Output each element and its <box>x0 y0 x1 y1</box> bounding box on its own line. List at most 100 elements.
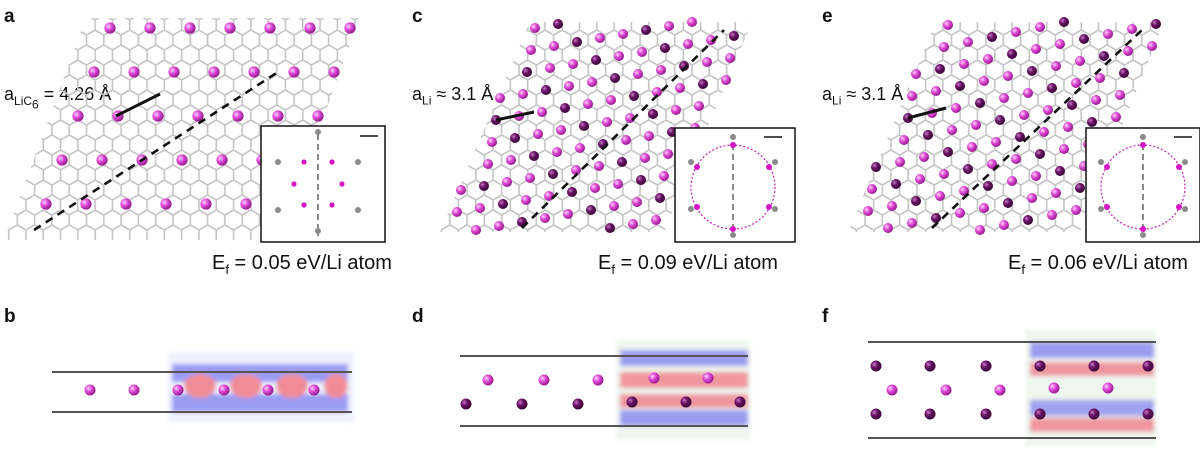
li-atom <box>168 66 180 78</box>
li-atom-side <box>1048 382 1060 394</box>
li-atom <box>659 171 669 181</box>
li-atom <box>637 47 647 57</box>
li-atom-side <box>702 372 714 384</box>
li-atom <box>1111 112 1121 122</box>
li-atom <box>951 103 961 113</box>
li-atom-side <box>924 408 936 420</box>
diffraction-spot <box>772 206 778 212</box>
diffraction-spot <box>275 207 281 213</box>
li-atom <box>923 130 933 140</box>
li-atom <box>176 154 188 166</box>
li-atom <box>540 213 550 223</box>
li-atom-side <box>128 384 140 396</box>
li-atom <box>224 22 236 34</box>
li-atom <box>1095 73 1105 83</box>
li-atoms-side-d <box>460 372 746 410</box>
li-atom <box>1027 66 1037 76</box>
li-atom <box>629 91 639 101</box>
graphene-sheet-c <box>440 22 752 232</box>
li-atom <box>671 105 681 115</box>
li-atom <box>1007 176 1017 186</box>
li-atom <box>498 199 508 209</box>
li-atom <box>502 177 512 187</box>
diffraction-spot <box>1140 226 1146 232</box>
li-atom <box>907 218 917 228</box>
lattice-constant-label-e: aLi ≈ 3.1 Å <box>822 84 904 108</box>
li-atom <box>563 209 573 219</box>
li-atom <box>663 149 673 159</box>
panel-b-side-view <box>52 352 354 422</box>
li-atom <box>560 103 570 113</box>
li-atoms-side-b <box>84 384 320 396</box>
diffraction-spot <box>275 159 281 165</box>
li-atom <box>641 25 651 35</box>
li-atom <box>40 198 52 210</box>
li-atom <box>939 42 949 52</box>
li-atom-side <box>1034 408 1046 420</box>
li-atom <box>96 154 108 166</box>
li-atom-side <box>262 384 274 396</box>
li-atom <box>1087 117 1097 127</box>
li-atom <box>947 125 957 135</box>
li-atom <box>104 22 116 34</box>
li-atom <box>549 41 559 51</box>
li-atom <box>483 159 493 169</box>
diffraction-spot <box>1098 159 1104 165</box>
li-atom <box>471 225 481 235</box>
dashed-cut-line-a <box>33 70 279 232</box>
li-atom-side <box>592 374 604 386</box>
li-atom <box>216 154 228 166</box>
li-atom <box>633 69 643 79</box>
li-atom-side <box>1142 360 1154 372</box>
li-atom <box>1115 90 1125 100</box>
li-atom <box>887 201 897 211</box>
li-atom <box>931 213 941 223</box>
formation-energy-label-a: Ef = 0.05 eV/Li atom <box>212 252 392 277</box>
li-atom <box>200 198 212 210</box>
li-atom <box>664 21 674 31</box>
li-atom <box>1075 56 1085 66</box>
li-atom-side <box>870 360 882 372</box>
diffraction-spot <box>355 159 361 165</box>
li-atom <box>494 221 504 231</box>
li-atom <box>208 66 220 78</box>
li-atom <box>706 35 716 45</box>
li-atom <box>1035 149 1045 159</box>
li-atom <box>871 162 881 172</box>
inset-c <box>674 127 796 243</box>
li-atom <box>959 59 969 69</box>
li-atom <box>628 219 638 229</box>
li-atom <box>891 179 901 189</box>
li-atom-side <box>870 408 882 420</box>
li-atom <box>568 59 578 69</box>
li-atom-side <box>460 398 472 410</box>
li-atom <box>983 181 993 191</box>
diffraction-spot <box>766 164 772 170</box>
li-atom <box>572 37 582 47</box>
diffraction-spot <box>1098 206 1104 212</box>
li-atom <box>479 181 489 191</box>
diffraction-spot <box>766 204 772 210</box>
charge-density-f <box>1026 330 1156 446</box>
li-atom <box>943 147 953 157</box>
li-atom <box>272 110 284 122</box>
li-atom <box>553 19 563 29</box>
li-atom <box>648 109 658 119</box>
diffraction-spot <box>291 181 297 187</box>
dashed-cut-line-e <box>931 29 1143 229</box>
diffraction-spot <box>1104 164 1110 170</box>
li-atom <box>975 98 985 108</box>
panel-letter-b: b <box>4 306 16 327</box>
li-atom <box>999 220 1009 230</box>
diffraction-spot <box>301 202 307 208</box>
li-atom <box>652 87 662 97</box>
li-atom <box>1059 17 1069 27</box>
panel-c-lattice <box>440 17 752 235</box>
diffraction-spot <box>329 159 335 165</box>
diffraction-spot <box>1104 204 1110 210</box>
li-atom <box>987 159 997 169</box>
li-atom <box>525 173 535 183</box>
li-atom <box>987 32 997 42</box>
diffraction-spot <box>688 206 694 212</box>
li-atom-side <box>626 396 638 408</box>
